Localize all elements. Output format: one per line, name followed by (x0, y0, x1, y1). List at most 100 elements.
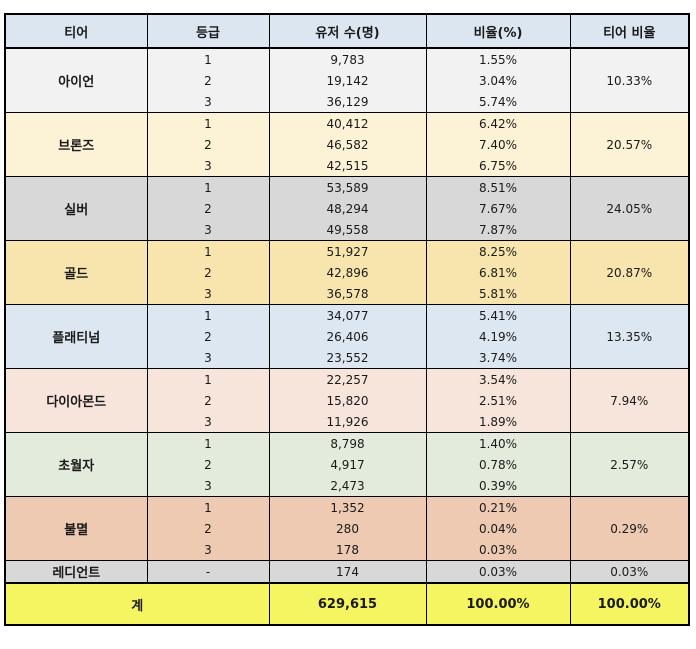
tier-name: 실버 (4, 176, 148, 241)
user-count-cell: 11,926 (268, 411, 427, 433)
table-row: 불멸 1 1,352 0.21% 0.29% (4, 496, 690, 561)
grade-cell: 1 (146, 304, 270, 326)
ratio-cell: 3.74% (425, 347, 571, 369)
table-row: 2 26,406 4.19% (5, 326, 689, 347)
user-count-cell: 8,798 (268, 432, 427, 454)
user-count-cell: 1,352 (268, 496, 427, 518)
ratio-cell: 5.81% (425, 283, 571, 305)
user-count-cell: 48,294 (268, 198, 427, 219)
grade-cell: 2 (146, 454, 270, 475)
tier-ratio-cell: 7.94% (569, 368, 690, 433)
header-user-count: 유저 수(명) (268, 13, 427, 49)
header-tier-ratio: 티어 비율 (569, 13, 690, 49)
tier-ratio-cell: 13.35% (569, 304, 690, 369)
user-count-cell: 4,917 (268, 454, 427, 475)
user-count-cell: 2,473 (268, 475, 427, 497)
user-count-cell: 49,558 (268, 219, 427, 241)
tier-name: 브론즈 (4, 112, 148, 177)
table-row: 플래티넘 1 34,077 5.41% 13.35% (4, 304, 690, 369)
ratio-cell: 8.51% (425, 176, 571, 198)
ratio-cell: 3.04% (425, 70, 571, 91)
table-row: 3 11,926 1.89% (5, 411, 689, 433)
grade-cell: 1 (146, 496, 270, 518)
user-count-cell: 22,257 (268, 368, 427, 390)
grade-cell: 1 (146, 176, 270, 198)
tier-ratio-cell: 2.57% (569, 432, 690, 497)
tier-ratio-cell: 0.29% (569, 496, 690, 561)
table-row: 2 46,582 7.40% (5, 134, 689, 155)
table-row: 3 178 0.03% (5, 539, 689, 561)
grade-cell: 1 (146, 368, 270, 390)
ratio-cell: 7.40% (425, 134, 571, 155)
ratio-cell: 2.51% (425, 390, 571, 411)
tier-ratio-cell: 10.33% (569, 47, 690, 113)
table-row: 3 36,578 5.81% (5, 283, 689, 305)
user-count-cell: 9,783 (268, 47, 427, 70)
header-grade: 등급 (146, 13, 270, 49)
table-row: 레디언트 -174 0.03% 0.03% (4, 560, 690, 584)
user-count-cell: 15,820 (268, 390, 427, 411)
total-label: 계 (4, 582, 270, 626)
table-row: 2 280 0.04% (5, 518, 689, 539)
ratio-cell: 7.87% (425, 219, 571, 241)
ratio-cell: 1.89% (425, 411, 571, 433)
ratio-cell: 7.67% (425, 198, 571, 219)
grade-cell: 2 (146, 262, 270, 283)
ratio-cell: 8.25% (425, 240, 571, 262)
user-count-cell: 51,927 (268, 240, 427, 262)
user-count-cell: 280 (268, 518, 427, 539)
tier-body: 아이언 1 9,783 1.55% 10.33% 2 19,142 3.04% 3 36,129 5… (4, 47, 690, 584)
grade-cell: 2 (146, 70, 270, 91)
ratio-cell: 5.41% (425, 304, 571, 326)
ratio-cell: 5.74% (425, 91, 571, 113)
tier-ratio-cell: 20.87% (569, 240, 690, 305)
ratio-cell: 3.54% (425, 368, 571, 390)
ratio-cell: 1.40% (425, 432, 571, 454)
user-count-cell: 23,552 (268, 347, 427, 369)
table-row: 3 23,552 3.74% (5, 347, 689, 369)
user-count-cell: 26,406 (268, 326, 427, 347)
table-row: 브론즈 1 40,412 6.42% 20.57% (4, 112, 690, 177)
user-count-cell: 19,142 (268, 70, 427, 91)
table-row: 3 2,473 0.39% (5, 475, 689, 497)
user-count-cell: 174 (268, 560, 427, 584)
tier-name: 레디언트 (4, 560, 148, 584)
tier-distribution-table: 티어 등급 유저 수(명) 비율(%) 티어 비율 아이언 1 9,783 1.55%… (4, 13, 690, 626)
ratio-cell: 0.04% (425, 518, 571, 539)
total-users: 629,615 (268, 582, 427, 626)
user-count-cell: 34,077 (268, 304, 427, 326)
grade-cell: 3 (146, 539, 270, 561)
grade-cell: 1 (146, 240, 270, 262)
table-row: 3 49,558 7.87% (5, 219, 689, 241)
tier-name: 플래티넘 (4, 304, 148, 369)
ratio-cell: 0.21% (425, 496, 571, 518)
user-count-cell: 53,589 (268, 176, 427, 198)
header-tier: 티어 (4, 13, 148, 49)
grade-cell: 1 (146, 47, 270, 70)
grade-cell: 1 (146, 112, 270, 134)
header-row: 티어 등급 유저 수(명) 비율(%) 티어 비율 (4, 13, 690, 49)
grade-cell: 3 (146, 411, 270, 433)
ratio-cell: 0.03% (425, 539, 571, 561)
total-row: 계 629,615 100.00% 100.00% (4, 582, 690, 626)
tier-name: 다이아몬드 (4, 368, 148, 433)
grade-cell: 3 (146, 155, 270, 177)
tier-name: 초월자 (4, 432, 148, 497)
grade-cell: 2 (146, 390, 270, 411)
ratio-cell: 4.19% (425, 326, 571, 347)
table-row: 실버 1 53,589 8.51% 24.05% (4, 176, 690, 241)
user-count-cell: 178 (268, 539, 427, 561)
user-count-cell: 42,896 (268, 262, 427, 283)
table-row: 골드 1 51,927 8.25% 20.87% (4, 240, 690, 305)
tier-ratio-cell: 24.05% (569, 176, 690, 241)
tier-name: 골드 (4, 240, 148, 305)
tier-name: 아이언 (4, 47, 148, 113)
ratio-cell: 0.39% (425, 475, 571, 497)
grade-cell: 2 (146, 198, 270, 219)
table-row: 2 19,142 3.04% (5, 70, 689, 91)
table-row: 3 42,515 6.75% (5, 155, 689, 177)
grade-cell: 3 (146, 219, 270, 241)
table-row: 2 15,820 2.51% (5, 390, 689, 411)
grade-cell: 3 (146, 347, 270, 369)
tier-ratio-cell: 20.57% (569, 112, 690, 177)
